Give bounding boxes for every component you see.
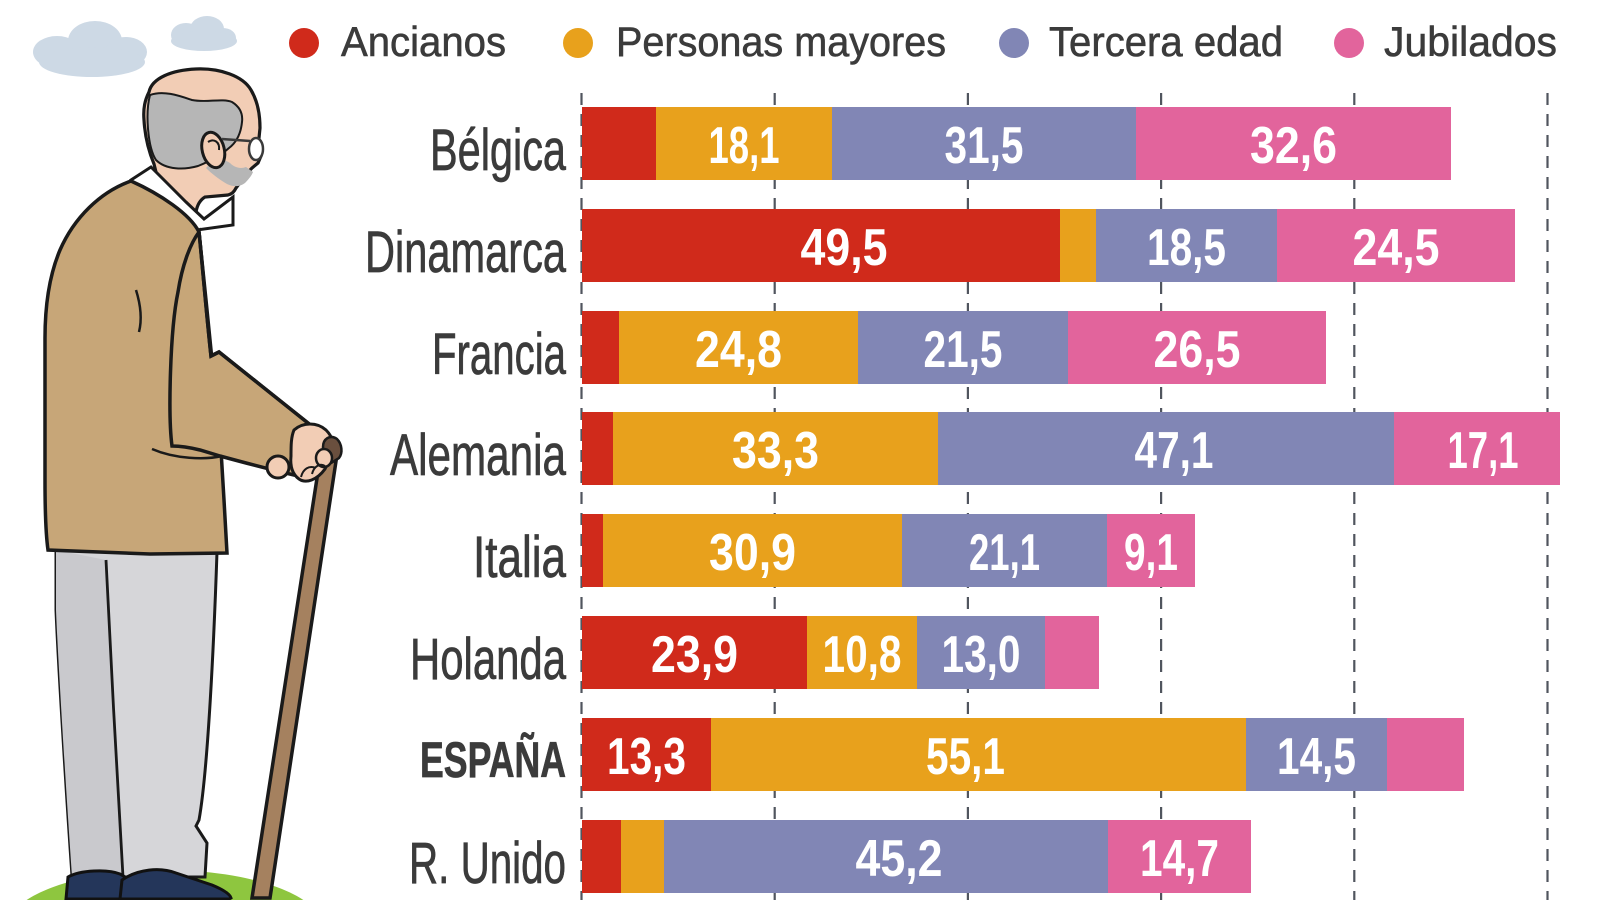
svg-text:49,5: 49,5 (801, 219, 888, 277)
svg-text:24,5: 24,5 (1353, 219, 1440, 277)
svg-text:55,1: 55,1 (926, 728, 1005, 786)
svg-text:Alemania: Alemania (390, 423, 567, 488)
svg-text:18,1: 18,1 (709, 117, 780, 175)
svg-text:Italia: Italia (473, 525, 567, 590)
svg-text:Tercera edad: Tercera edad (1049, 18, 1283, 65)
svg-text:Dinamarca: Dinamarca (365, 220, 567, 285)
svg-text:18,5: 18,5 (1147, 219, 1226, 277)
svg-text:30,9: 30,9 (709, 524, 796, 582)
svg-text:Bélgica: Bélgica (430, 118, 567, 183)
svg-text:14,5: 14,5 (1277, 728, 1356, 786)
svg-text:17,1: 17,1 (1448, 422, 1519, 480)
svg-text:ESPAÑA: ESPAÑA (420, 732, 566, 788)
svg-text:Personas mayores: Personas mayores (616, 18, 946, 65)
svg-text:32,6: 32,6 (1250, 117, 1337, 175)
svg-text:31,5: 31,5 (945, 117, 1024, 175)
svg-text:Ancianos: Ancianos (341, 18, 506, 65)
svg-text:Jubilados: Jubilados (1384, 18, 1557, 65)
svg-text:23,9: 23,9 (651, 626, 738, 684)
svg-text:Francia: Francia (432, 322, 567, 387)
svg-text:26,5: 26,5 (1154, 321, 1241, 379)
svg-text:21,1: 21,1 (969, 524, 1040, 582)
svg-text:45,2: 45,2 (856, 830, 943, 888)
svg-text:47,1: 47,1 (1135, 422, 1214, 480)
svg-text:R. Unido: R. Unido (409, 831, 566, 896)
svg-text:13,0: 13,0 (942, 626, 1021, 684)
svg-text:24,8: 24,8 (695, 321, 782, 379)
svg-text:Holanda: Holanda (410, 627, 567, 692)
svg-text:21,5: 21,5 (924, 321, 1003, 379)
svg-text:13,3: 13,3 (607, 728, 686, 786)
svg-text:10,8: 10,8 (823, 626, 902, 684)
svg-text:33,3: 33,3 (732, 422, 819, 480)
svg-text:14,7: 14,7 (1140, 830, 1219, 888)
svg-text:9,1: 9,1 (1124, 524, 1178, 582)
